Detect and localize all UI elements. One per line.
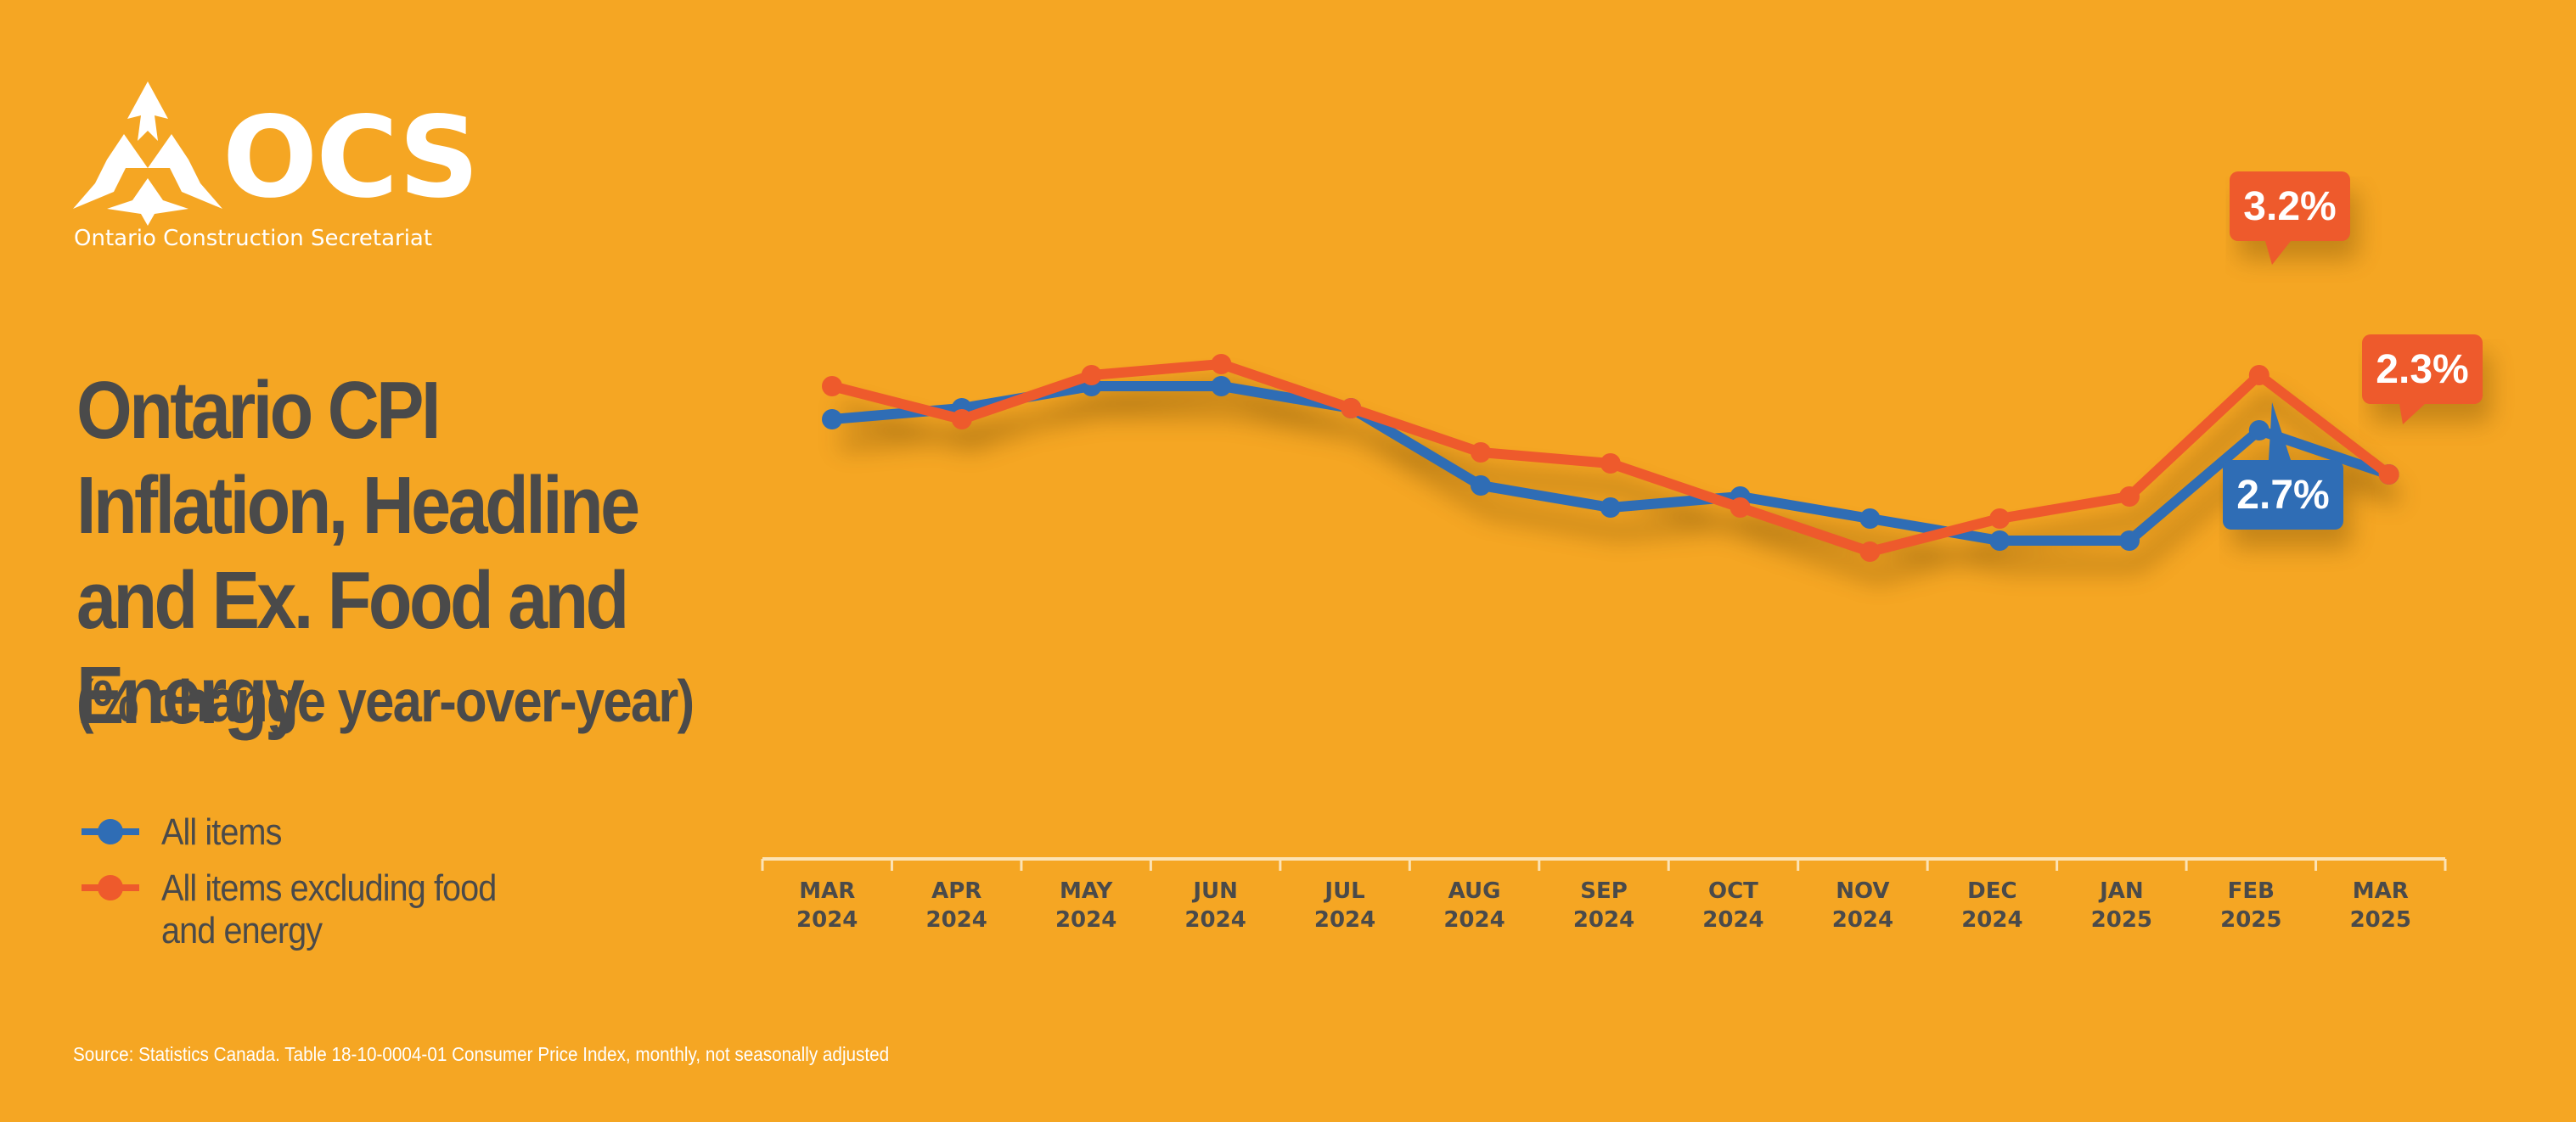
callout-2-3pct: 2.3%	[2362, 334, 2491, 424]
legend-label-excluding-food-energy: All items excluding food and energy	[161, 867, 497, 951]
x-tick-label: AUG 2024	[1443, 878, 1505, 933]
data-point	[2119, 486, 2140, 507]
callout-3-2pct: 3.2%	[2230, 171, 2359, 265]
callout-box	[2362, 334, 2483, 404]
series-shadow	[840, 403, 2400, 571]
x-tick-label: SEP 2024	[1573, 878, 1634, 933]
data-point	[1471, 442, 1491, 463]
data-point	[822, 409, 842, 429]
series-shadow	[839, 381, 2402, 582]
legend-marker-red-icon	[82, 875, 139, 900]
data-point	[1211, 354, 1232, 374]
data-point	[1471, 475, 1491, 496]
data-point	[1081, 365, 1102, 385]
chart-title: Ontario CPI Inflation, Headline and Ex. …	[76, 365, 640, 741]
x-tick-label: OCT 2024	[1702, 878, 1763, 933]
data-point	[1211, 376, 1232, 396]
callout-box	[2223, 460, 2343, 530]
callout-pointer	[2269, 402, 2291, 460]
x-tick-label: MAR 2025	[2350, 878, 2411, 933]
data-point	[1859, 508, 1881, 529]
data-point	[1600, 497, 1621, 518]
data-point	[1341, 398, 1362, 418]
logo-wordmark: OCS	[222, 93, 480, 223]
x-tick-label: DEC 2024	[1961, 878, 2022, 933]
x-tick-label: APR 2024	[926, 878, 987, 933]
callout-2-7pct: 2.7%	[2223, 402, 2352, 548]
x-tick-label: FEB 2025	[2220, 878, 2281, 933]
callout-pointer	[2399, 404, 2425, 424]
callout-pointer	[2265, 241, 2291, 265]
data-point	[1600, 453, 1621, 474]
x-tick-label: JUL 2024	[1314, 878, 1375, 933]
data-point	[822, 376, 842, 396]
data-point	[2378, 464, 2399, 485]
data-point	[2248, 365, 2269, 385]
data-point	[2119, 530, 2140, 551]
callout-box	[2230, 171, 2350, 241]
x-tick-label: MAR 2024	[796, 878, 858, 933]
x-tick-label: JAN 2025	[2091, 878, 2152, 933]
data-point	[1730, 497, 1751, 518]
legend-label-all-items: All items	[161, 811, 282, 853]
ocs-logo-icon	[73, 81, 222, 226]
logo-subtitle: Ontario Construction Secretariat	[74, 226, 433, 251]
data-point	[951, 409, 972, 429]
x-tick-label: MAY 2024	[1055, 878, 1116, 933]
data-point	[2248, 420, 2269, 440]
source-note: Source: Statistics Canada. Table 18-10-0…	[73, 1043, 890, 1065]
x-tick-label: NOV 2024	[1832, 878, 1893, 933]
data-point	[1859, 541, 1881, 562]
callout-label: 2.3%	[2376, 347, 2468, 392]
callout-label: 2.7%	[2236, 473, 2329, 518]
callout-label: 3.2%	[2243, 184, 2336, 229]
data-point	[1989, 530, 2011, 551]
x-tick-label: JUN 2024	[1184, 878, 1246, 933]
data-point	[1989, 508, 2011, 529]
chart-subtitle: (% change year-over-year)	[76, 668, 695, 734]
legend-marker-blue-icon	[82, 819, 139, 844]
